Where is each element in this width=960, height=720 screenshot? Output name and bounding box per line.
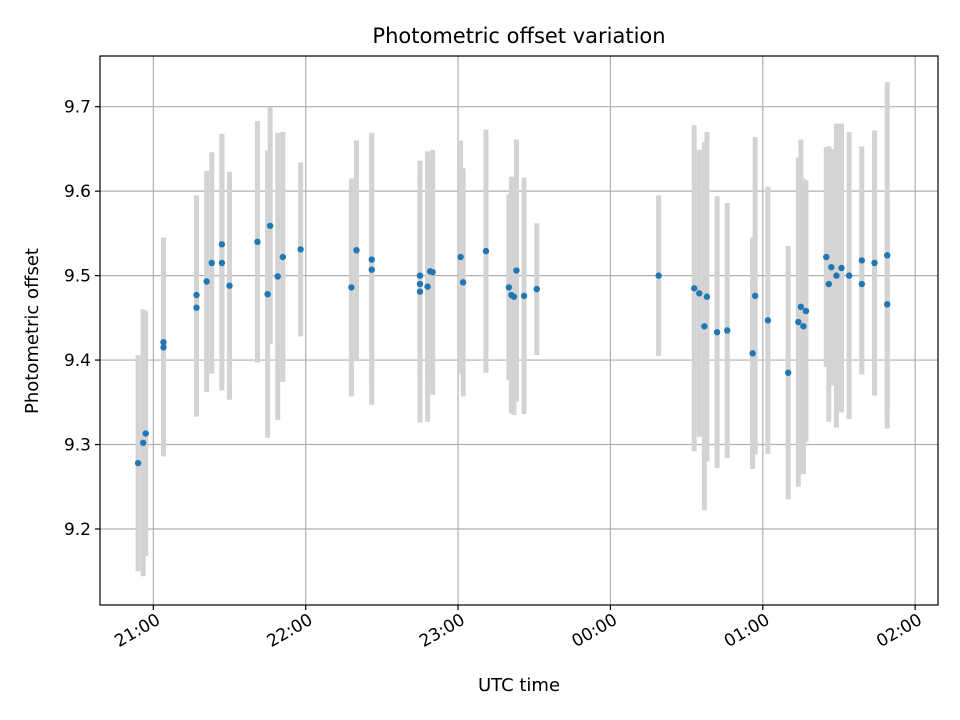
data-point [833, 272, 840, 279]
data-point [749, 350, 756, 357]
data-point [416, 288, 424, 295]
data-point [218, 241, 226, 248]
data-point [160, 344, 167, 351]
data-point [353, 247, 360, 254]
data-point [193, 304, 200, 311]
data-point [368, 256, 375, 263]
chart-title: Photometric offset variation [372, 24, 665, 48]
y-tick-label: 9.3 [64, 436, 91, 456]
data-point [348, 284, 355, 291]
y-tick-label: 9.6 [64, 182, 91, 202]
data-point [266, 222, 274, 229]
data-point [691, 285, 698, 292]
data-point [696, 290, 703, 297]
data-point [134, 459, 142, 467]
data-point [139, 439, 147, 447]
data-point [142, 430, 149, 437]
data-point [533, 285, 540, 293]
y-axis-label: Photometric offset [22, 248, 43, 414]
data-point [701, 323, 708, 330]
data-point [884, 252, 891, 259]
y-axis-ticks: 9.2 9.3 9.4 9.5 9.6 9.7 [64, 98, 100, 540]
data-point [802, 307, 810, 315]
data-point [208, 259, 215, 267]
data-point [274, 273, 281, 280]
y-tick-label: 9.4 [64, 351, 91, 371]
data-point [797, 303, 805, 311]
data-point [416, 280, 424, 288]
data-point [264, 290, 271, 298]
data-point [828, 263, 835, 271]
data-point [368, 266, 375, 273]
data-point [751, 292, 759, 300]
data-point [858, 257, 866, 264]
y-tick-label: 9.7 [64, 98, 91, 118]
data-point [513, 267, 520, 274]
data-point [226, 282, 233, 289]
data-point [160, 339, 167, 346]
data-point [838, 264, 845, 272]
data-point [800, 323, 807, 330]
plot-frame [99, 55, 939, 606]
data-point [520, 292, 528, 300]
data-point [823, 253, 830, 261]
data-point [482, 247, 490, 255]
data-point [655, 272, 662, 279]
data-point [825, 280, 833, 288]
data-point [429, 269, 436, 276]
data-point [845, 272, 853, 279]
data-point [764, 317, 772, 324]
data-point [203, 278, 210, 285]
data-point [279, 253, 287, 261]
data-point [457, 253, 464, 261]
data-point [713, 328, 721, 336]
data-point [510, 293, 518, 300]
y-tick-label: 9.5 [64, 267, 91, 287]
x-axis-label: UTC time [478, 675, 560, 696]
y-tick-label: 9.2 [64, 520, 91, 540]
data-point [193, 291, 200, 299]
data-point [254, 238, 261, 246]
data-point [871, 259, 878, 267]
data-point [703, 293, 711, 300]
data-point [784, 369, 792, 376]
data-point [858, 280, 866, 288]
data-point [505, 284, 513, 291]
data-point [297, 246, 304, 253]
data-point [795, 318, 802, 326]
data-points [134, 222, 891, 467]
data-point [459, 279, 467, 286]
data-point [218, 259, 226, 267]
data-point [724, 327, 731, 334]
data-point [416, 272, 424, 279]
data-point [884, 301, 891, 308]
data-point [424, 283, 431, 290]
